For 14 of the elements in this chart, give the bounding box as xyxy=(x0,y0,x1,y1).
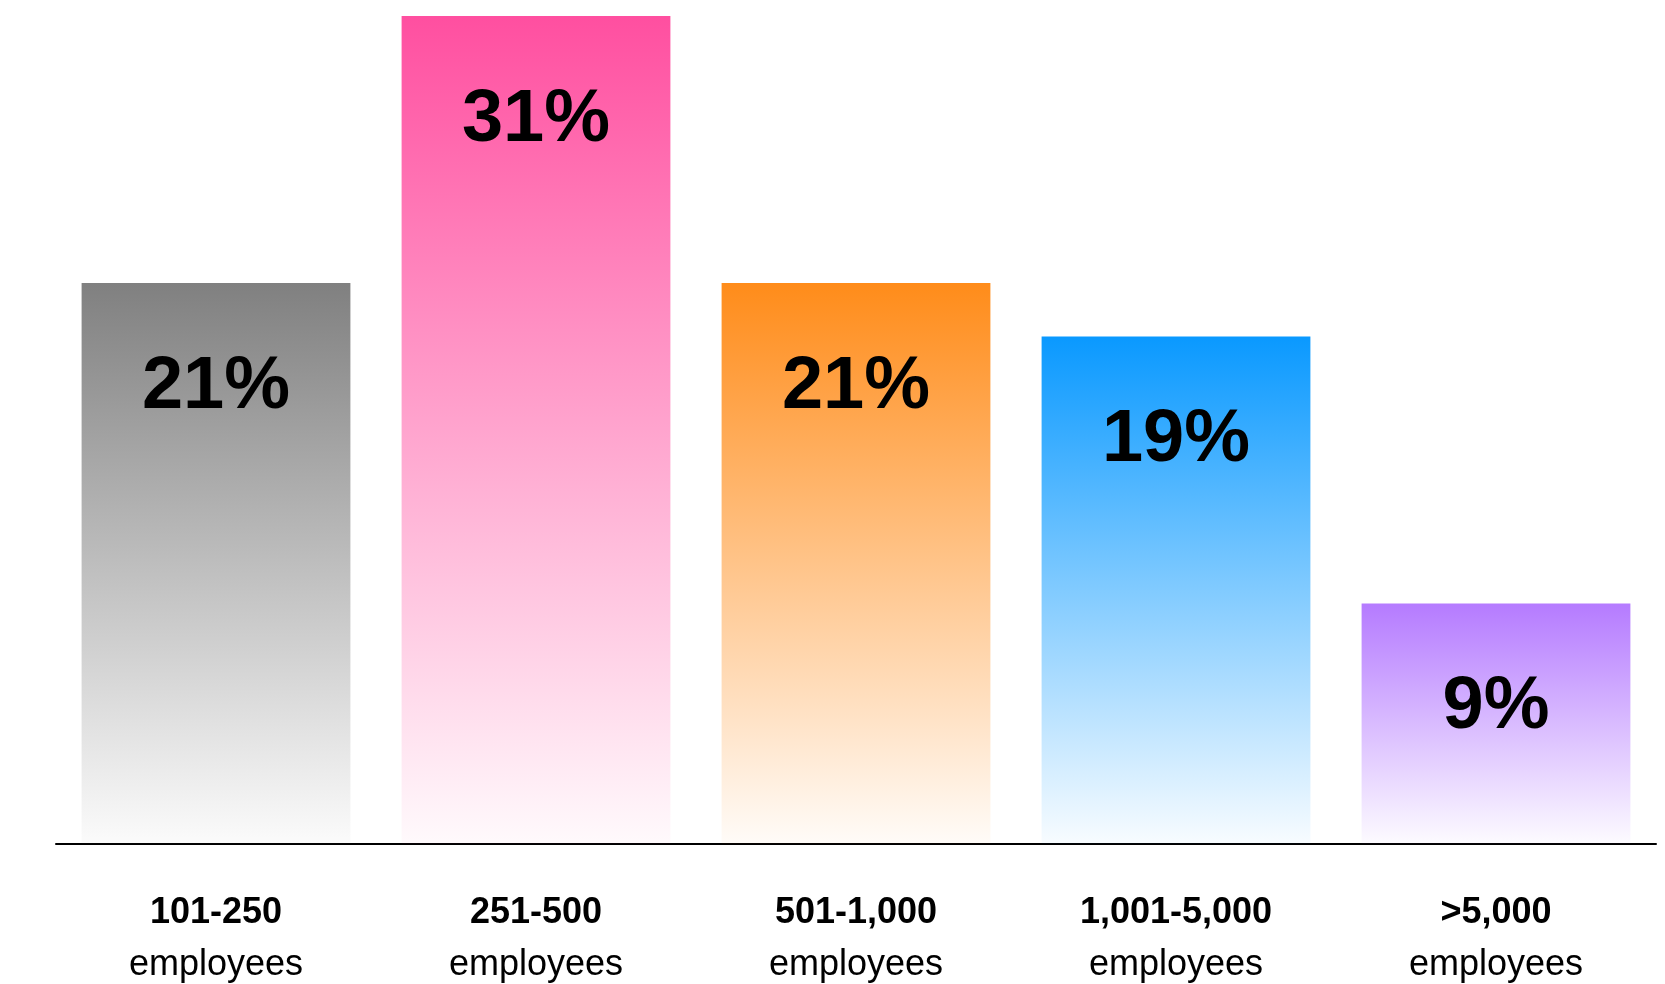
data-label: 21% xyxy=(781,340,931,424)
data-label: 31% xyxy=(461,73,611,157)
bar xyxy=(401,16,671,844)
data-label: 19% xyxy=(1101,394,1251,478)
data-label: 21% xyxy=(141,340,291,424)
bar xyxy=(721,283,991,844)
bar xyxy=(1361,603,1631,844)
bar xyxy=(1041,336,1311,844)
x-tick-label: 1,001-5,000 employees xyxy=(1079,889,1273,983)
x-tick-label: 251-500 employees xyxy=(448,889,624,983)
x-tick-label: >5,000 employees xyxy=(1408,889,1584,983)
x-tick-label: 501-1,000 employees xyxy=(768,889,944,983)
x-tick-label: 101-250 employees xyxy=(128,889,304,983)
data-label: 9% xyxy=(1442,661,1550,745)
